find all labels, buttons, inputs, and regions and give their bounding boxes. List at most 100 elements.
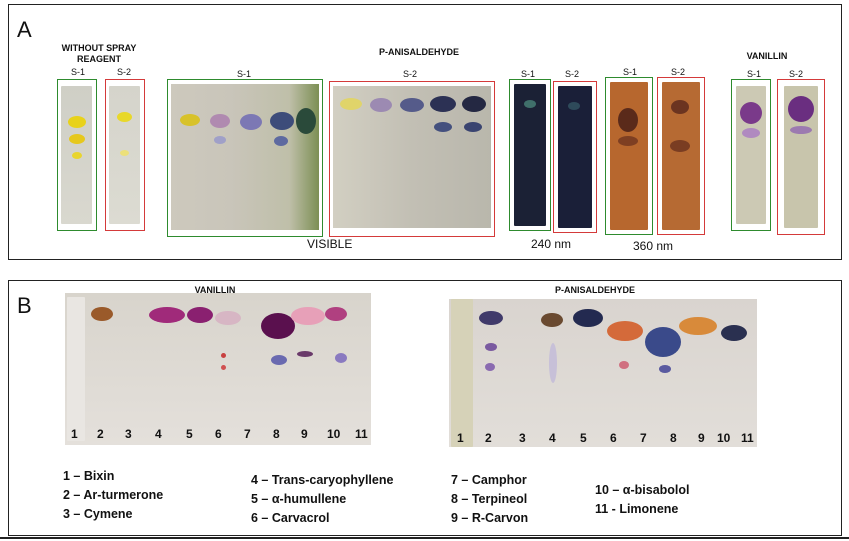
frame-s2-vanillin bbox=[777, 79, 825, 235]
tlc-spot bbox=[619, 361, 629, 369]
frame-s2-no-spray bbox=[105, 79, 145, 231]
tlc-spot bbox=[541, 313, 563, 327]
tlc-spot bbox=[721, 325, 747, 341]
lane-number: 9 bbox=[301, 427, 308, 441]
legend-item: 1 – Bixin bbox=[63, 469, 115, 483]
label-s2-anis-visible: S-2 bbox=[402, 69, 417, 79]
legend-item: 5 – α-humullene bbox=[251, 492, 347, 506]
tlc-spot bbox=[479, 311, 503, 325]
lane-number: 7 bbox=[244, 427, 251, 441]
tlc-spot bbox=[68, 116, 86, 128]
legend-item: 4 – Trans-caryophyllene bbox=[251, 473, 394, 487]
tlc-spot bbox=[297, 351, 313, 357]
tlc-spot bbox=[618, 136, 638, 146]
tlc-spot bbox=[214, 136, 226, 144]
tlc-spot bbox=[740, 102, 762, 124]
bottom-rule bbox=[0, 537, 849, 539]
lane-number: 7 bbox=[640, 431, 647, 445]
tlc-spot bbox=[464, 122, 482, 132]
frame-s1-vanillin bbox=[731, 79, 771, 231]
group-label-no-spray: WITHOUT SPRAY REAGENT bbox=[61, 43, 137, 64]
frame-s1-no-spray bbox=[57, 79, 97, 231]
tlc-spot bbox=[149, 307, 185, 323]
lane-number: 4 bbox=[155, 427, 162, 441]
panel-a: A WITHOUT SPRAY REAGENT S-1 S-2 P-ANISAL… bbox=[8, 4, 842, 260]
frame-s2-360 bbox=[657, 77, 705, 235]
tlc-spot bbox=[788, 96, 814, 122]
caption-visible: VISIBLE bbox=[307, 237, 353, 251]
tlc-spot bbox=[340, 98, 362, 110]
lane-number: 11 bbox=[741, 431, 754, 445]
plate-title-anisaldehyde: P-ANISALDEHYDE bbox=[554, 285, 635, 295]
reference-strip bbox=[451, 299, 473, 447]
label-s1-anis-visible: S-1 bbox=[236, 69, 251, 79]
tlc-spot bbox=[117, 112, 132, 122]
tlc-spot bbox=[120, 150, 129, 156]
legend-item: 10 – α-bisabolol bbox=[595, 483, 690, 497]
tlc-spot bbox=[524, 100, 536, 108]
group-label-anisaldehyde: P-ANISALDEHYDE bbox=[378, 47, 459, 57]
lane-number: 5 bbox=[580, 431, 587, 445]
tlc-spot bbox=[69, 134, 85, 144]
legend-column-3: 7 – Camphor 8 – Terpineol 9 – R-Carvon bbox=[451, 471, 528, 528]
tlc-spot bbox=[671, 100, 689, 114]
legend-item: 11 - Limonene bbox=[595, 502, 679, 516]
lane-number: 1 bbox=[71, 427, 78, 441]
lane-number: 5 bbox=[186, 427, 193, 441]
tlc-spot bbox=[291, 307, 325, 325]
label-s1-no-spray: S-1 bbox=[70, 67, 85, 77]
frame-s2-anis-visible bbox=[329, 81, 495, 237]
tlc-plate bbox=[171, 84, 319, 230]
tlc-spot bbox=[271, 355, 287, 365]
tlc-spot bbox=[91, 307, 113, 321]
tlc-spot bbox=[270, 112, 294, 130]
panel-b: B VANILLIN P-ANISALDEHYDE 1 2 3 4 5 6 7 … bbox=[8, 280, 842, 536]
lane-number: 6 bbox=[215, 427, 222, 441]
legend-column-2: 4 – Trans-caryophyllene 5 – α-humullene … bbox=[251, 471, 393, 528]
tlc-spot bbox=[400, 98, 424, 112]
tlc-spot bbox=[659, 365, 671, 373]
caption-240nm: 240 nm bbox=[531, 237, 572, 251]
caption-360nm: 360 nm bbox=[633, 239, 674, 253]
tlc-spot bbox=[434, 122, 452, 132]
label-s2-240: S-2 bbox=[564, 69, 579, 79]
tlc-spot bbox=[240, 114, 262, 130]
frame-s2-240 bbox=[553, 81, 597, 233]
tlc-spot bbox=[568, 102, 580, 110]
legend-item: 2 – Ar-turmerone bbox=[63, 488, 164, 502]
lane-number: 8 bbox=[273, 427, 280, 441]
label-s2-no-spray: S-2 bbox=[116, 67, 131, 77]
label-s1-vanillin: S-1 bbox=[746, 69, 761, 79]
lane-number: 6 bbox=[610, 431, 617, 445]
tlc-spot bbox=[325, 307, 347, 321]
legend-column-4: 10 – α-bisabolol 11 - Limonene bbox=[595, 481, 690, 519]
tlc-spot bbox=[180, 114, 200, 126]
label-s1-360: S-1 bbox=[622, 67, 637, 77]
tlc-spot bbox=[462, 96, 486, 112]
tlc-spot bbox=[645, 327, 681, 357]
tlc-spot bbox=[607, 321, 643, 341]
lane-number: 8 bbox=[670, 431, 677, 445]
panel-a-letter: A bbox=[17, 17, 32, 42]
lane-number: 11 bbox=[355, 427, 368, 441]
tlc-spot bbox=[72, 152, 82, 159]
legend-item: 3 – Cymene bbox=[63, 507, 133, 521]
tlc-spot bbox=[215, 311, 241, 325]
tlc-spot bbox=[549, 343, 557, 383]
tlc-spot bbox=[296, 108, 316, 134]
tlc-spot bbox=[679, 317, 717, 335]
legend-item: 9 – R-Carvon bbox=[451, 511, 529, 525]
lane-number: 10 bbox=[717, 431, 731, 445]
tlc-spot bbox=[430, 96, 456, 112]
label-s2-vanillin: S-2 bbox=[788, 69, 803, 79]
lane-number: 3 bbox=[125, 427, 132, 441]
lane-number: 2 bbox=[485, 431, 492, 445]
tlc-spot bbox=[210, 114, 230, 128]
tlc-spot bbox=[274, 136, 288, 146]
panel-b-letter: B bbox=[17, 293, 32, 318]
lane-number: 2 bbox=[97, 427, 104, 441]
frame-s1-anis-visible bbox=[167, 79, 323, 237]
legend-column-1: 1 – Bixin 2 – Ar-turmerone 3 – Cymene bbox=[63, 467, 163, 524]
tlc-spot bbox=[261, 313, 295, 339]
tlc-spot bbox=[618, 108, 638, 132]
